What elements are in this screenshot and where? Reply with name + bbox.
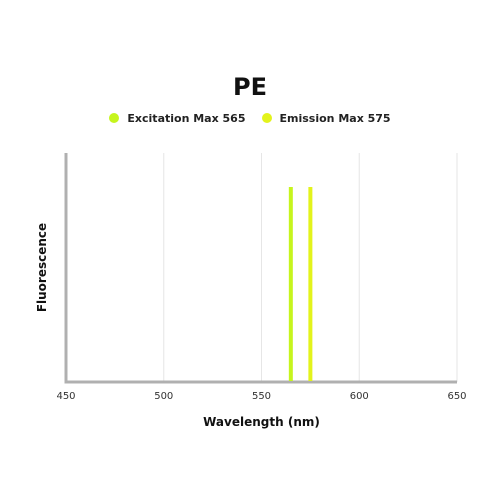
series-layer (288, 187, 313, 381)
x-axis-label: Wavelength (nm) (203, 415, 320, 429)
legend-item-excitation: Excitation Max 565 (109, 111, 246, 125)
tick-label-layer: 450 500 550 600 650 (56, 391, 466, 402)
x-tick-label-650: 650 (447, 391, 466, 402)
legend-swatch-excitation (109, 113, 120, 123)
y-axis-label: Fluorescence (35, 223, 49, 312)
axis-layer (64, 153, 457, 384)
legend: Excitation Max 565 Emission Max 575 (0, 109, 500, 127)
legend-label-excitation: Excitation Max 565 (127, 111, 246, 125)
x-tick-label-600: 600 (350, 391, 369, 402)
x-tick-label-500: 500 (154, 391, 173, 402)
legend-swatch-emission (261, 113, 272, 123)
x-tick-label-550: 550 (252, 391, 271, 402)
legend-item-emission: Emission Max 575 (261, 111, 391, 125)
grid-layer (163, 153, 458, 382)
x-tick-label-450: 450 (56, 391, 75, 402)
chart-title: PE (233, 73, 267, 101)
legend-label-emission: Emission Max 575 (279, 111, 391, 125)
